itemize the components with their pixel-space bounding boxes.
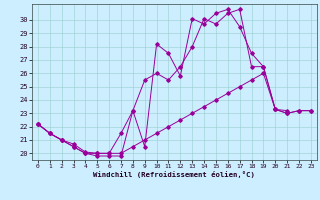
X-axis label: Windchill (Refroidissement éolien,°C): Windchill (Refroidissement éolien,°C) [93, 171, 255, 178]
